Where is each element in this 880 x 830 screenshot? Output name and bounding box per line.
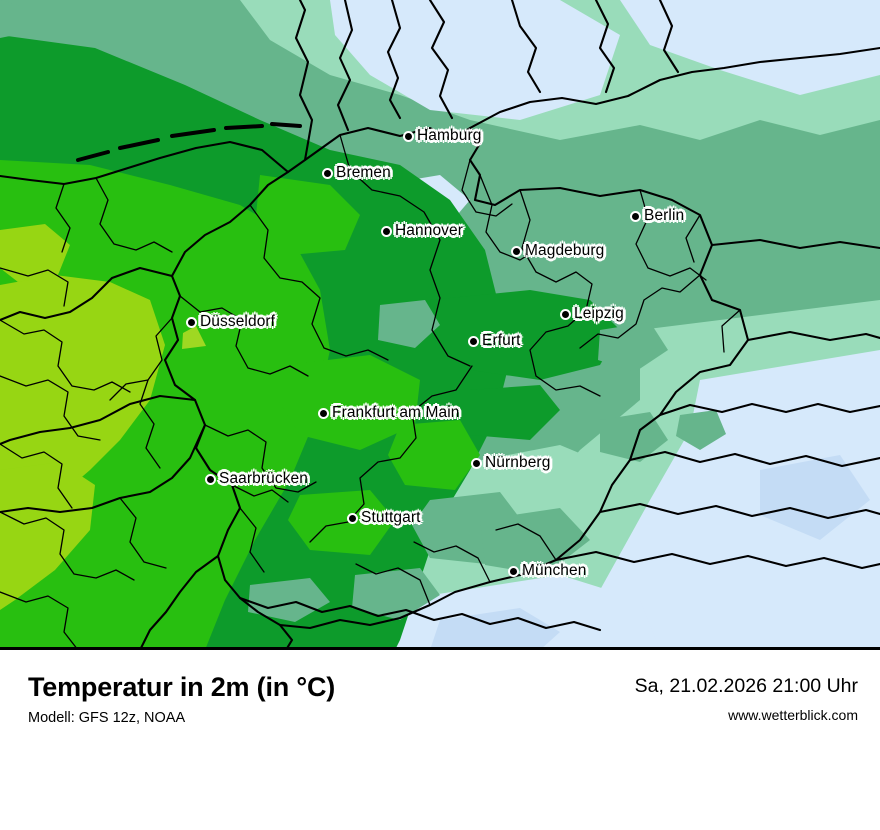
temp-pocket-4-6-g <box>598 322 668 372</box>
city-marker-dot <box>186 316 197 328</box>
city-bremen[interactable]: Bremen <box>322 164 391 182</box>
city-magdeburg[interactable]: Magdeburg <box>511 242 604 260</box>
city-marker-dot <box>381 225 392 237</box>
temp-band-0-2-southeast <box>600 350 880 647</box>
city-label: Stuttgart <box>361 509 421 526</box>
temp-pocket-4-6-c <box>676 410 726 450</box>
city-saarbruecken[interactable]: Saarbrücken <box>205 470 308 488</box>
city-marker-dot <box>318 407 329 419</box>
temp-band-0-2-baltic-east <box>620 0 880 95</box>
map-canvas <box>0 0 880 647</box>
temp-band-6-8-franconia <box>470 385 560 440</box>
city-hamburg[interactable]: Hamburg <box>403 127 481 145</box>
temp-band-8-10-baden <box>288 490 395 555</box>
temp-pocket-4-6-h <box>0 0 40 38</box>
temp-band-8-10-hesse <box>278 355 420 450</box>
city-marker-dot <box>630 210 641 222</box>
city-erfurt[interactable]: Erfurt <box>468 332 521 350</box>
city-marker-dot <box>511 245 522 257</box>
city-marker-dot <box>508 565 519 577</box>
city-marker-dot <box>403 130 414 142</box>
city-muenchen[interactable]: München <box>508 562 586 580</box>
temp-band-minus2-0-carpathian <box>760 455 870 540</box>
city-nuernberg[interactable]: Nürnberg <box>471 454 550 472</box>
temp-pocket-4-6-b <box>600 412 668 462</box>
valid-time-label: Sa, 21.02.2026 21:00 Uhr <box>634 675 858 697</box>
city-label: Bremen <box>336 164 391 181</box>
city-berlin[interactable]: Berlin <box>630 207 684 225</box>
title-block: Temperatur in 2m (in °C) Modell: GFS 12z… <box>28 672 335 726</box>
city-marker-dot <box>560 308 571 320</box>
temperature-map[interactable]: Hamburg Bremen Hannover Berlin Magdeburg… <box>0 0 880 650</box>
temp-band-0-2-baltic <box>330 0 620 120</box>
temp-pocket-4-6-a <box>378 300 440 348</box>
temp-band-8-10-nl <box>255 175 360 255</box>
city-stuttgart[interactable]: Stuttgart <box>347 509 421 527</box>
temp-band-10-12-patch <box>182 326 206 349</box>
city-label: Saarbrücken <box>219 470 308 487</box>
city-leipzig[interactable]: Leipzig <box>560 305 624 323</box>
city-label: Nürnberg <box>485 454 551 471</box>
city-marker-dot <box>205 473 216 485</box>
city-label: München <box>522 562 587 579</box>
page-title: Temperatur in 2m (in °C) <box>28 672 336 702</box>
website-label: www.wetterblick.com <box>728 707 858 723</box>
city-label: Magdeburg <box>525 242 605 259</box>
meta-block: Sa, 21.02.2026 21:00 Uhr www.wetterblick… <box>635 675 858 723</box>
city-label: Hannover <box>395 222 464 239</box>
city-duesseldorf[interactable]: Düsseldorf <box>186 313 275 331</box>
temp-pocket-4-6-d <box>352 568 440 620</box>
city-marker-dot <box>322 167 333 179</box>
temp-band-6-8-thuringia <box>430 290 620 380</box>
city-label: Berlin <box>644 207 685 224</box>
footer: Temperatur in 2m (in °C) Modell: GFS 12z… <box>0 650 880 830</box>
city-frankfurt-am-main[interactable]: Frankfurt am Main <box>318 404 459 422</box>
city-hannover[interactable]: Hannover <box>381 222 463 240</box>
model-source-label: Modell: GFS 12z, NOAA <box>28 710 186 726</box>
city-label: Frankfurt am Main <box>332 404 460 421</box>
city-label: Erfurt <box>482 332 521 349</box>
city-marker-dot <box>471 457 482 469</box>
city-marker-dot <box>347 512 358 524</box>
temp-band-minus2-0-alps <box>431 608 560 647</box>
city-label: Hamburg <box>417 127 482 144</box>
temp-pocket-4-6-e <box>248 578 330 622</box>
temp-band-10-12-coast <box>0 224 70 282</box>
city-label: Düsseldorf <box>200 313 276 330</box>
city-label: Leipzig <box>574 305 624 322</box>
country-borders <box>0 0 880 647</box>
city-marker-dot <box>468 335 479 347</box>
temp-band-10-12-france <box>0 462 95 610</box>
temp-band-8-10-mainfranken <box>388 420 480 490</box>
